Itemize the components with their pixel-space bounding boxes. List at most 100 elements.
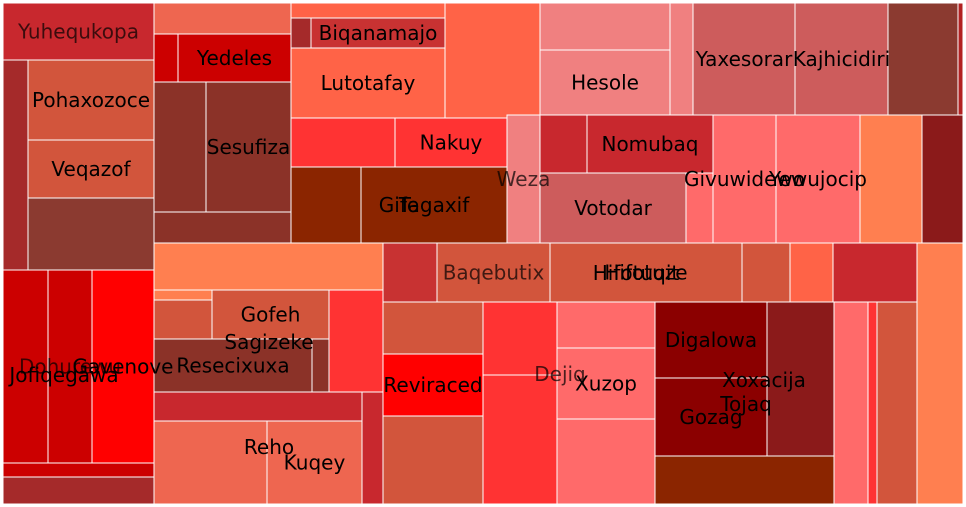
treemap-cell bbox=[556, 347, 656, 420]
cell-label: Weza bbox=[497, 167, 551, 191]
treemap-cell bbox=[153, 289, 213, 301]
treemap-cell bbox=[556, 301, 656, 349]
treemap-cell bbox=[27, 59, 155, 141]
treemap-cell bbox=[539, 114, 588, 174]
cell-label: Xuzop bbox=[575, 372, 637, 396]
cell-label: Yuhequkopa bbox=[17, 20, 139, 44]
treemap-cell bbox=[382, 415, 484, 505]
treemap-cell bbox=[2, 476, 155, 505]
treemap-cell bbox=[153, 81, 207, 213]
treemap-cell bbox=[887, 2, 959, 116]
treemap-cell bbox=[153, 242, 384, 291]
treemap-cell bbox=[2, 462, 155, 478]
treemap-cell bbox=[211, 289, 330, 340]
treemap-cell bbox=[2, 2, 155, 61]
treemap-cell bbox=[775, 114, 861, 244]
cell-label: Gife bbox=[379, 193, 419, 217]
cell-label: Tojaq bbox=[719, 392, 772, 416]
cell-label: Hesole bbox=[571, 71, 639, 95]
treemap-cell bbox=[654, 377, 768, 457]
treemap-cell bbox=[153, 211, 292, 244]
treemap-cell bbox=[833, 301, 869, 505]
treemap-cell bbox=[47, 269, 93, 464]
treemap-cell bbox=[789, 242, 834, 303]
treemap-cell bbox=[539, 2, 671, 51]
cell-label: Digalowa bbox=[665, 328, 757, 352]
cell-label: Veqazof bbox=[51, 157, 131, 181]
cell-label: Sesufiza bbox=[207, 135, 290, 159]
treemap-cell bbox=[436, 242, 551, 303]
cell-label: Gavenove bbox=[73, 355, 174, 379]
cell-label: Lutotafay bbox=[321, 71, 416, 95]
treemap-cell bbox=[153, 299, 213, 340]
treemap-cell bbox=[444, 2, 541, 119]
treemap-cell bbox=[685, 172, 714, 244]
cell-label: Baqebutix bbox=[443, 261, 545, 285]
treemap-cell bbox=[382, 301, 484, 355]
treemap-cell bbox=[2, 59, 29, 271]
treemap-cell bbox=[2, 269, 49, 464]
cell-label: Tagaxif bbox=[398, 193, 471, 217]
cell-label: Hifotuze bbox=[604, 261, 687, 285]
treemap-cell bbox=[482, 301, 558, 376]
cell-label: Jofiqegawa bbox=[7, 363, 118, 387]
cell-label: Resecixuxa bbox=[176, 354, 289, 378]
treemap-cell bbox=[290, 117, 396, 168]
treemap-cell bbox=[153, 420, 268, 505]
treemap-cell bbox=[741, 242, 791, 303]
cell-label: Xoxacija bbox=[722, 368, 806, 392]
treemap-cell bbox=[832, 242, 918, 303]
cell-label: Biqanamajo bbox=[319, 21, 438, 45]
treemap-cell bbox=[290, 166, 362, 244]
treemap-cell bbox=[290, 47, 446, 119]
cell-label: Pohaxozoce bbox=[32, 88, 150, 112]
treemap-cell bbox=[957, 2, 964, 116]
treemap-cell bbox=[382, 353, 484, 417]
treemap-cell bbox=[311, 338, 330, 393]
treemap-cell bbox=[27, 197, 155, 271]
treemap-cell bbox=[921, 114, 964, 244]
treemap-cell bbox=[153, 2, 292, 35]
cell-label: Reho bbox=[244, 435, 294, 459]
treemap-cell bbox=[482, 374, 558, 505]
treemap-cell bbox=[539, 172, 687, 244]
cell-label: Reviraced bbox=[383, 373, 482, 397]
cell-label: Sagizeke bbox=[224, 330, 313, 354]
cell-label: Nakuy bbox=[420, 131, 483, 155]
treemap-cell bbox=[91, 269, 155, 464]
cell-label: Gozag bbox=[679, 405, 742, 429]
cell-label: Givuwidewo bbox=[684, 167, 805, 191]
cell-label: Yaxesorar bbox=[695, 47, 793, 71]
cell-label: Kuqey bbox=[284, 451, 346, 475]
treemap-cell bbox=[586, 114, 714, 174]
treemap-cell bbox=[153, 33, 179, 83]
cell-label: Votodar bbox=[574, 196, 652, 220]
cell-label: Gofeh bbox=[241, 303, 301, 327]
cell-label: Hifotuqit bbox=[593, 261, 680, 285]
treemap-cell bbox=[794, 2, 889, 116]
treemap-cell bbox=[290, 2, 446, 19]
treemap-cell bbox=[177, 33, 292, 83]
treemap-cell bbox=[556, 418, 656, 505]
treemap-cell bbox=[654, 455, 835, 505]
treemap-cell bbox=[539, 49, 671, 116]
treemap-cell bbox=[153, 391, 363, 422]
treemap-cell bbox=[310, 17, 446, 49]
treemap-cell bbox=[669, 2, 694, 116]
cell-label: Yedeles bbox=[196, 46, 272, 70]
treemap-cell bbox=[712, 114, 777, 244]
treemap-cell bbox=[916, 242, 964, 505]
treemap-cell bbox=[867, 301, 878, 505]
treemap-cell bbox=[290, 17, 312, 49]
cell-label: Nomubaq bbox=[601, 132, 698, 156]
cell-label: Dohurewu bbox=[19, 355, 121, 379]
treemap-cell bbox=[328, 289, 384, 393]
treemap-cell bbox=[876, 301, 918, 505]
cell-label: Kajhicidiri bbox=[793, 47, 890, 71]
cell-label: Yewujocip bbox=[768, 167, 867, 191]
treemap-cell bbox=[859, 114, 923, 244]
treemap-cell bbox=[361, 391, 384, 505]
treemap-cell bbox=[394, 117, 508, 168]
